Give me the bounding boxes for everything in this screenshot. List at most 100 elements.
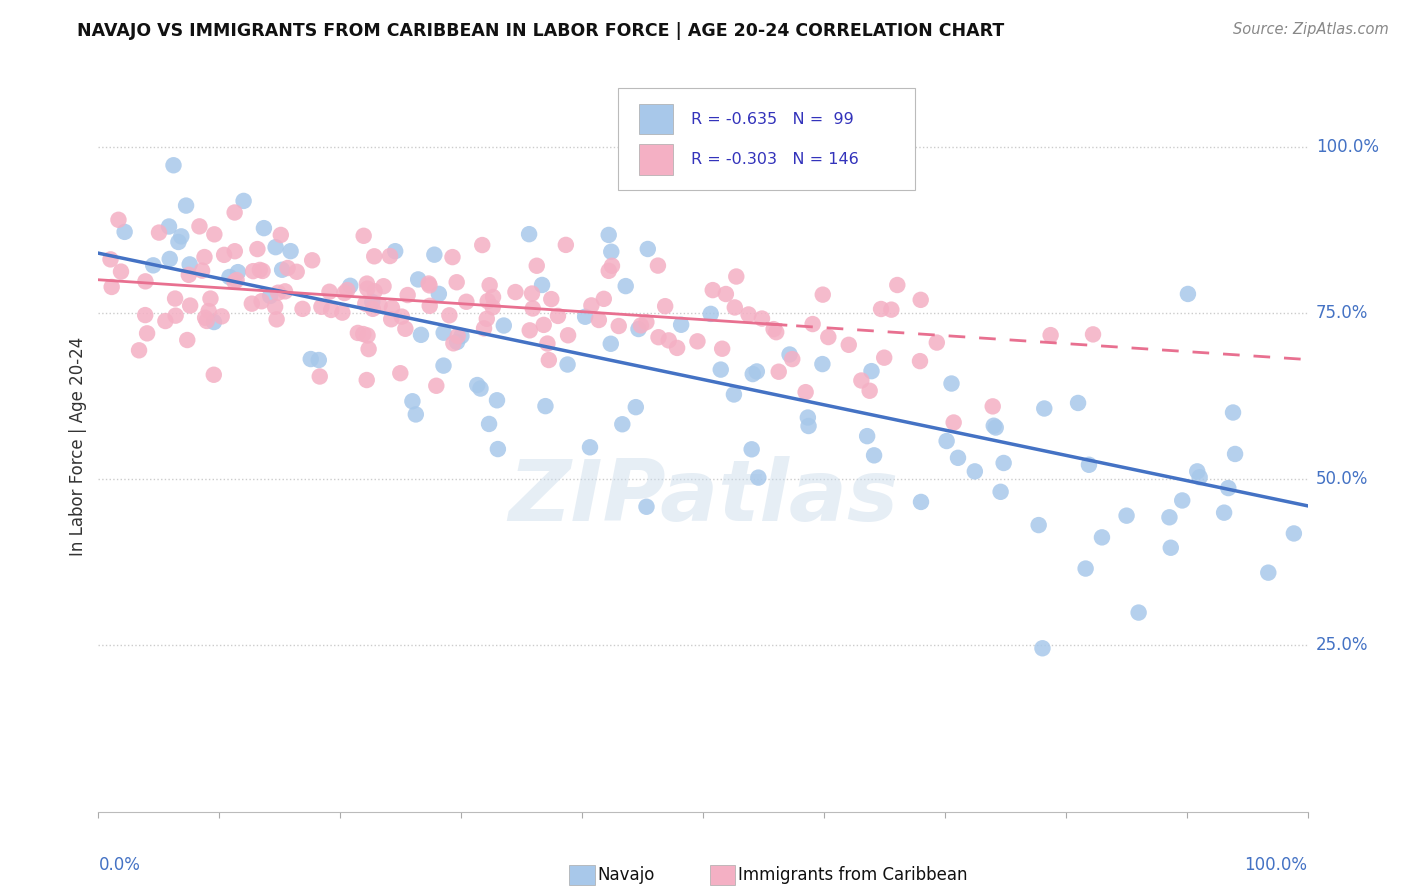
Point (801, 317, 824, 331)
Point (724, 301, 747, 315)
Point (211, 310, 233, 324)
Point (242, 264, 264, 278)
Point (353, 228, 375, 243)
Point (389, 366, 412, 380)
Point (267, 285, 290, 300)
Point (202, 368, 225, 382)
Point (100, 252, 122, 267)
Point (100, 280, 122, 294)
Point (581, 298, 603, 312)
Point (963, 464, 986, 478)
Point (321, 302, 343, 317)
Point (624, 400, 647, 414)
Point (188, 219, 211, 234)
Point (224, 244, 246, 259)
Point (526, 259, 548, 273)
Point (134, 274, 156, 288)
Point (259, 289, 281, 303)
Point (984, 420, 1007, 434)
Point (797, 410, 820, 425)
Point (636, 500, 658, 514)
Point (536, 336, 558, 351)
Point (1033, 401, 1056, 416)
Point (765, 325, 787, 339)
Point (588, 313, 610, 327)
Point (311, 300, 333, 314)
Point (751, 311, 773, 326)
Point (439, 308, 461, 322)
Point (741, 367, 763, 381)
Point (339, 278, 361, 293)
Point (910, 495, 932, 509)
Point (347, 326, 370, 340)
Point (174, 198, 197, 212)
Point (647, 330, 669, 344)
Point (142, 258, 165, 272)
FancyBboxPatch shape (619, 87, 915, 190)
Point (886, 278, 908, 293)
Point (136, 326, 159, 341)
Point (941, 376, 963, 391)
Point (768, 365, 790, 379)
Point (264, 300, 287, 314)
Point (157, 219, 180, 234)
Point (1031, 641, 1053, 656)
Point (817, 330, 839, 344)
Point (600, 244, 623, 259)
Point (993, 456, 1015, 470)
Point (318, 285, 340, 299)
Point (176, 333, 198, 347)
Point (598, 264, 620, 278)
Point (249, 263, 271, 277)
Point (990, 484, 1012, 499)
Point (405, 408, 427, 422)
Point (226, 265, 249, 279)
Point (908, 354, 931, 368)
Point (1078, 458, 1101, 472)
Point (946, 450, 969, 465)
Point (330, 305, 353, 319)
Point (107, 212, 129, 227)
Point (592, 292, 614, 306)
Point (336, 283, 359, 297)
Point (686, 334, 709, 349)
Point (983, 418, 1005, 433)
Point (232, 194, 254, 208)
Point (432, 359, 454, 373)
Point (1188, 470, 1211, 484)
Point (1223, 447, 1246, 461)
Point (384, 244, 406, 259)
Point (308, 353, 330, 368)
Point (159, 252, 181, 266)
Point (200, 292, 222, 306)
Point (745, 364, 768, 378)
Point (361, 301, 384, 316)
Point (202, 315, 225, 329)
Point (381, 301, 404, 315)
Point (170, 229, 193, 244)
Point (394, 322, 416, 336)
Point (873, 351, 896, 365)
Point (378, 249, 401, 263)
FancyBboxPatch shape (638, 144, 673, 175)
Point (368, 298, 391, 312)
Point (396, 288, 419, 302)
Point (354, 296, 377, 310)
Text: 25.0%: 25.0% (1316, 637, 1368, 655)
Point (797, 419, 820, 434)
Point (531, 277, 554, 292)
Point (1177, 287, 1199, 301)
Point (533, 318, 555, 332)
Point (1115, 508, 1137, 523)
Point (534, 399, 557, 413)
Point (1282, 526, 1305, 541)
Point (1091, 530, 1114, 544)
Point (277, 260, 299, 275)
Point (427, 286, 450, 301)
Point (863, 448, 886, 462)
Point (308, 369, 330, 384)
Point (910, 293, 932, 307)
Point (356, 373, 378, 387)
Point (492, 318, 515, 333)
Point (356, 328, 378, 343)
